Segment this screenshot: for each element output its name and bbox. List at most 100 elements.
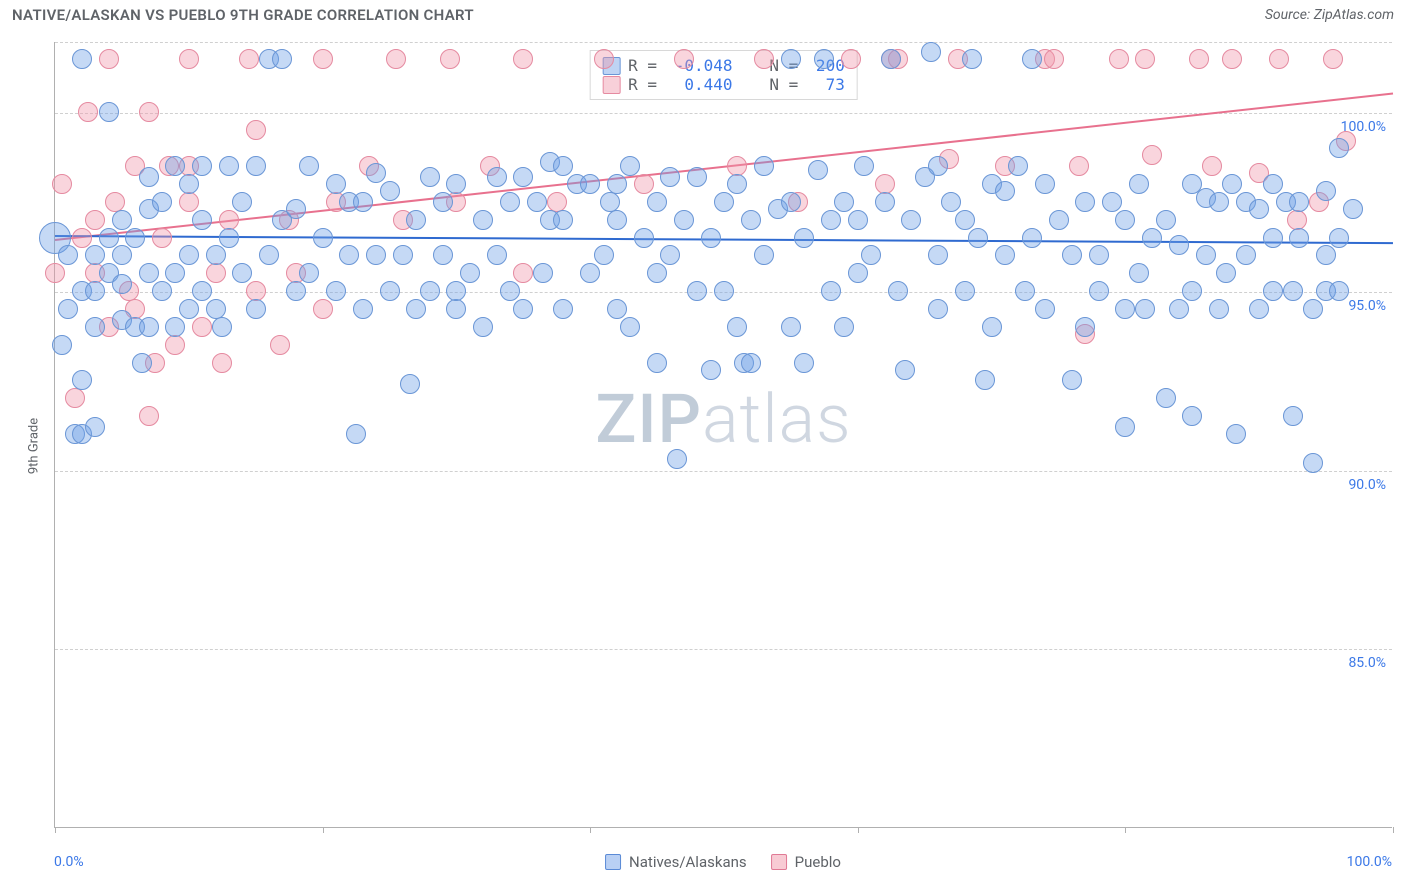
- point-pueblo: [841, 49, 861, 69]
- point-native-alaskan: [52, 335, 72, 355]
- point-native-alaskan: [366, 163, 386, 183]
- point-pueblo: [1044, 49, 1064, 69]
- point-native-alaskan: [955, 281, 975, 301]
- point-native-alaskan: [781, 192, 801, 212]
- point-native-alaskan: [821, 210, 841, 230]
- point-native-alaskan: [446, 174, 466, 194]
- point-native-alaskan: [460, 263, 480, 283]
- point-native-alaskan: [814, 49, 834, 69]
- point-native-alaskan: [420, 167, 440, 187]
- point-native-alaskan: [152, 192, 172, 212]
- point-native-alaskan: [580, 174, 600, 194]
- stats-swatch-b: [602, 76, 620, 94]
- point-native-alaskan: [580, 263, 600, 283]
- point-native-alaskan: [727, 317, 747, 337]
- point-native-alaskan: [1236, 245, 1256, 265]
- point-native-alaskan: [420, 281, 440, 301]
- point-native-alaskan: [941, 192, 961, 212]
- point-native-alaskan: [687, 281, 707, 301]
- point-native-alaskan: [995, 245, 1015, 265]
- point-native-alaskan: [112, 274, 132, 294]
- point-native-alaskan: [808, 160, 828, 180]
- point-native-alaskan: [286, 281, 306, 301]
- point-native-alaskan: [821, 281, 841, 301]
- point-native-alaskan: [1022, 228, 1042, 248]
- point-native-alaskan: [165, 263, 185, 283]
- point-native-alaskan: [1263, 228, 1283, 248]
- point-native-alaskan: [473, 210, 493, 230]
- point-pueblo: [313, 299, 333, 319]
- point-pueblo: [513, 263, 533, 283]
- point-native-alaskan: [152, 281, 172, 301]
- point-native-alaskan: [741, 210, 761, 230]
- x-axis-min-label: 0.0%: [54, 854, 84, 870]
- point-pueblo: [386, 49, 406, 69]
- point-native-alaskan: [1182, 281, 1202, 301]
- point-native-alaskan: [975, 370, 995, 390]
- point-native-alaskan: [533, 263, 553, 283]
- point-native-alaskan: [400, 374, 420, 394]
- point-pueblo: [513, 49, 533, 69]
- point-native-alaskan: [487, 245, 507, 265]
- point-native-alaskan: [513, 167, 533, 187]
- point-native-alaskan: [1015, 281, 1035, 301]
- point-native-alaskan: [219, 156, 239, 176]
- point-native-alaskan: [701, 228, 721, 248]
- point-native-alaskan: [1283, 281, 1303, 301]
- x-tick-mark: [55, 827, 56, 833]
- point-native-alaskan: [754, 156, 774, 176]
- point-native-alaskan: [660, 245, 680, 265]
- point-native-alaskan: [714, 192, 734, 212]
- point-native-alaskan: [1022, 49, 1042, 69]
- point-native-alaskan: [834, 317, 854, 337]
- y-tick-label: 90.0%: [1348, 477, 1386, 493]
- point-pueblo: [65, 388, 85, 408]
- point-native-alaskan: [781, 49, 801, 69]
- point-native-alaskan: [1303, 299, 1323, 319]
- point-native-alaskan: [513, 299, 533, 319]
- point-native-alaskan: [714, 281, 734, 301]
- point-native-alaskan: [1226, 424, 1246, 444]
- point-native-alaskan: [647, 263, 667, 283]
- point-native-alaskan: [1263, 174, 1283, 194]
- point-pueblo: [594, 49, 614, 69]
- point-native-alaskan: [165, 156, 185, 176]
- point-native-alaskan: [179, 174, 199, 194]
- point-pueblo: [45, 263, 65, 283]
- point-native-alaskan: [901, 210, 921, 230]
- point-pueblo: [313, 49, 333, 69]
- source-label: Source: ZipAtlas.com: [1265, 7, 1394, 23]
- point-native-alaskan: [527, 192, 547, 212]
- point-native-alaskan: [339, 245, 359, 265]
- point-native-alaskan: [741, 353, 761, 373]
- point-pueblo: [206, 263, 226, 283]
- point-native-alaskan: [594, 245, 614, 265]
- point-native-alaskan: [1249, 199, 1269, 219]
- point-native-alaskan: [1222, 174, 1242, 194]
- point-native-alaskan: [1062, 370, 1082, 390]
- point-native-alaskan: [1343, 199, 1363, 219]
- point-native-alaskan: [406, 299, 426, 319]
- watermark: ZIPatlas: [595, 379, 851, 459]
- point-native-alaskan: [313, 228, 333, 248]
- point-native-alaskan: [754, 245, 774, 265]
- point-native-alaskan: [1289, 228, 1309, 248]
- point-native-alaskan: [206, 245, 226, 265]
- point-native-alaskan: [1303, 453, 1323, 473]
- point-native-alaskan: [219, 228, 239, 248]
- point-native-alaskan: [85, 281, 105, 301]
- point-native-alaskan: [272, 49, 292, 69]
- point-pueblo: [165, 335, 185, 355]
- point-native-alaskan: [326, 174, 346, 194]
- point-native-alaskan: [962, 49, 982, 69]
- point-native-alaskan: [982, 317, 1002, 337]
- point-pueblo: [1222, 49, 1242, 69]
- point-native-alaskan: [1249, 299, 1269, 319]
- point-pueblo: [52, 174, 72, 194]
- legend-swatch-b: [771, 854, 787, 870]
- point-native-alaskan: [353, 299, 373, 319]
- point-native-alaskan: [1169, 299, 1189, 319]
- point-pueblo: [634, 174, 654, 194]
- point-native-alaskan: [1142, 228, 1162, 248]
- point-native-alaskan: [1035, 299, 1055, 319]
